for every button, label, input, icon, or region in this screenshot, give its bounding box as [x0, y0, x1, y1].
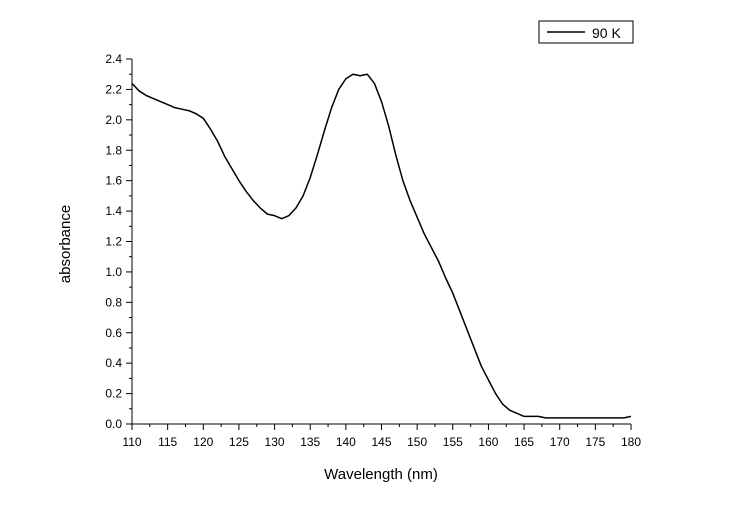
y-tick-label: 1.6 — [105, 174, 122, 188]
y-tick-label: 0.0 — [105, 417, 122, 431]
x-tick-label: 150 — [407, 435, 427, 449]
y-tick-label: 2.4 — [105, 52, 122, 66]
y-tick-label: 2.0 — [105, 113, 122, 127]
y-tick-label: 2.2 — [105, 82, 122, 96]
y-axis-title: absorbance — [57, 205, 74, 283]
y-tick-label: 1.0 — [105, 265, 122, 279]
x-tick-label: 140 — [336, 435, 356, 449]
legend-box — [538, 20, 634, 44]
x-tick-label: 165 — [514, 435, 534, 449]
y-tick-label: 1.4 — [105, 204, 122, 218]
y-tick-label: 0.8 — [105, 295, 122, 309]
legend-label-90k: 90 K — [592, 25, 621, 41]
legend: 90 K — [538, 20, 634, 44]
x-tick-label: 110 — [122, 435, 141, 449]
x-tick-label: 160 — [478, 435, 498, 449]
y-axis-ticks — [126, 58, 132, 425]
y-tick-label: 1.2 — [105, 235, 122, 249]
x-tick-label: 180 — [621, 435, 641, 449]
x-tick-label: 125 — [229, 435, 249, 449]
axes-frame — [131, 59, 631, 425]
x-axis-tick-labels: 110 115 120 125 130 135 140 145 150 155 160 165 170 1… — [122, 435, 641, 449]
x-tick-label: 120 — [193, 435, 213, 449]
x-tick-label: 145 — [371, 435, 391, 449]
y-tick-label: 1.8 — [105, 143, 122, 157]
x-tick-label: 135 — [300, 435, 320, 449]
y-tick-label: 0.6 — [105, 326, 122, 340]
x-axis-ticks — [131, 424, 632, 430]
x-tick-label: 130 — [265, 435, 285, 449]
series-line-90k — [131, 73, 632, 419]
x-tick-label: 175 — [585, 435, 605, 449]
y-tick-label: 0.2 — [105, 387, 122, 401]
x-tick-label: 115 — [158, 435, 177, 449]
x-tick-label: 170 — [550, 435, 570, 449]
y-tick-label: 0.4 — [105, 356, 122, 370]
x-axis-title: Wavelength (nm) — [324, 466, 438, 483]
x-tick-label: 155 — [443, 435, 463, 449]
y-axis-tick-labels: 0.0 0.2 0.4 0.6 0.8 1.0 1.2 1.4 1.6 1.8 2.0 2.2 2.4 — [105, 52, 122, 431]
